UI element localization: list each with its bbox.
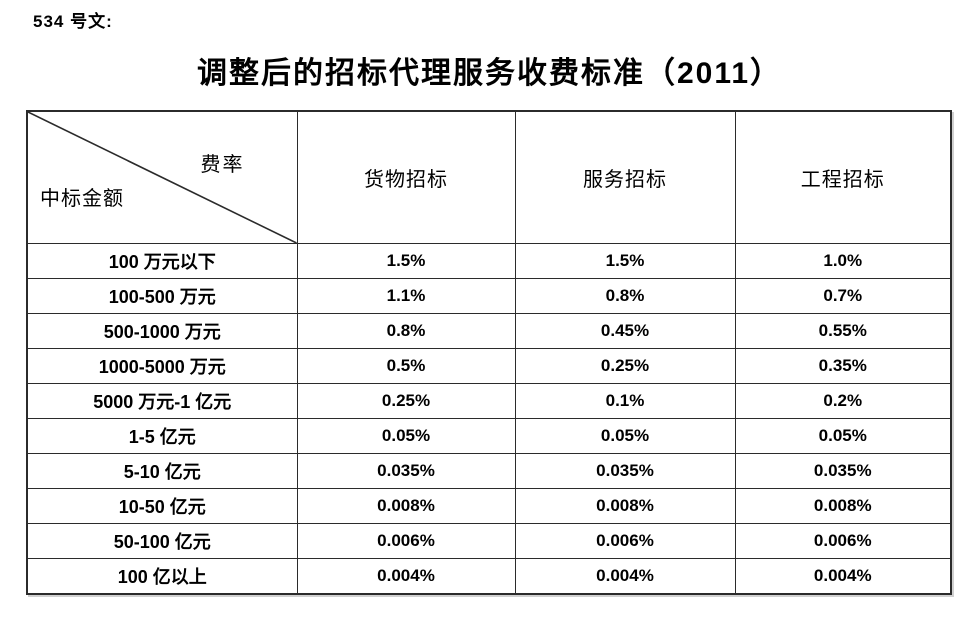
rate-cell-goods: 0.008% [296,488,516,524]
rate-cell-services: 0.008% [514,488,736,524]
fee-standard-table: 费率 中标金额 货物招标 服务招标 工程招标 100 万元以下 1.5% 1.5… [26,110,952,595]
rate-cell-goods: 0.035% [296,453,516,489]
diagonal-divider-line [28,112,297,243]
table-header-row: 费率 中标金额 货物招标 服务招标 工程招标 [26,110,952,244]
rate-cell-works: 0.05% [734,418,952,454]
doc-number-label: 534 号文: [33,12,113,31]
corner-header-cell: 费率 中标金额 [26,110,298,244]
amount-range-cell: 50-100 亿元 [26,523,298,559]
column-header-services: 服务招标 [514,110,736,244]
rate-cell-goods: 0.006% [296,523,516,559]
rate-cell-works: 0.35% [734,348,952,384]
rate-cell-services: 0.006% [514,523,736,559]
column-header-works: 工程招标 [734,110,952,244]
rate-cell-works: 0.7% [734,278,952,314]
rate-cell-works: 0.55% [734,313,952,349]
amount-range-cell: 10-50 亿元 [26,488,298,524]
rate-cell-works: 0.035% [734,453,952,489]
rate-cell-services: 0.1% [514,383,736,419]
rate-cell-services: 0.004% [514,558,736,595]
table-row: 100 万元以下 1.5% 1.5% 1.0% [26,243,952,279]
amount-range-cell: 100-500 万元 [26,278,298,314]
table-row: 100-500 万元 1.1% 0.8% 0.7% [26,278,952,314]
page-title: 调整后的招标代理服务收费标准（2011） [196,57,783,90]
rate-cell-works: 0.004% [734,558,952,595]
rate-cell-goods: 1.5% [296,243,516,279]
amount-range-cell: 100 万元以下 [26,243,298,279]
corner-label-rate: 费率 [200,154,245,176]
rate-cell-services: 0.45% [514,313,736,349]
rate-cell-goods: 0.05% [296,418,516,454]
rate-cell-services: 0.05% [514,418,736,454]
amount-range-cell: 500-1000 万元 [26,313,298,349]
table-row: 100 亿以上 0.004% 0.004% 0.004% [26,558,952,595]
table-row: 10-50 亿元 0.008% 0.008% 0.008% [26,488,952,524]
rate-cell-goods: 0.25% [296,383,516,419]
rate-cell-works: 0.006% [734,523,952,559]
amount-range-cell: 5000 万元-1 亿元 [26,383,298,419]
amount-range-cell: 1-5 亿元 [26,418,298,454]
rate-cell-works: 0.008% [734,488,952,524]
amount-range-cell: 1000-5000 万元 [26,348,298,384]
table-row: 50-100 亿元 0.006% 0.006% 0.006% [26,523,952,559]
table-row: 5000 万元-1 亿元 0.25% 0.1% 0.2% [26,383,952,419]
table-row: 500-1000 万元 0.8% 0.45% 0.55% [26,313,952,349]
rate-cell-goods: 0.5% [296,348,516,384]
table-row: 1000-5000 万元 0.5% 0.25% 0.35% [26,348,952,384]
rate-cell-goods: 0.8% [296,313,516,349]
rate-cell-goods: 0.004% [296,558,516,595]
column-header-goods: 货物招标 [296,110,516,244]
corner-label-amount: 中标金额 [40,188,124,210]
amount-range-cell: 5-10 亿元 [26,453,298,489]
rate-cell-services: 0.035% [514,453,736,489]
amount-range-cell: 100 亿以上 [26,558,298,595]
rate-cell-services: 1.5% [514,243,736,279]
table-row: 1-5 亿元 0.05% 0.05% 0.05% [26,418,952,454]
rate-cell-goods: 1.1% [296,278,516,314]
rate-cell-services: 0.25% [514,348,736,384]
rate-cell-services: 0.8% [514,278,736,314]
rate-cell-works: 0.2% [734,383,952,419]
rate-cell-works: 1.0% [734,243,952,279]
table-row: 5-10 亿元 0.035% 0.035% 0.035% [26,453,952,489]
